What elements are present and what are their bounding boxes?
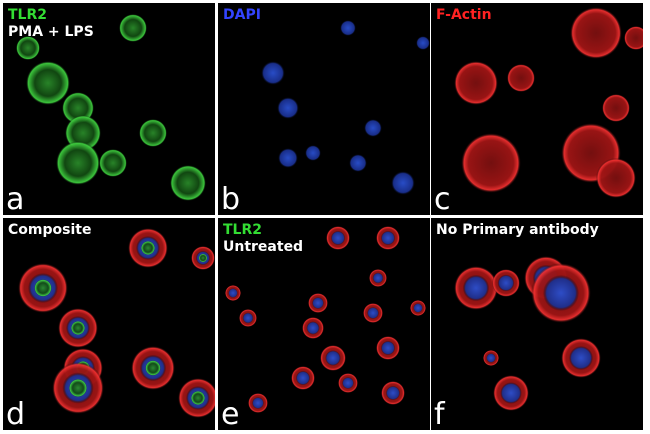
cell xyxy=(191,391,205,405)
cell xyxy=(68,378,88,398)
panel-label: Untreated xyxy=(223,239,303,255)
cell xyxy=(26,61,70,105)
cell xyxy=(372,272,384,284)
cell xyxy=(145,360,161,376)
cell xyxy=(380,340,396,356)
cell xyxy=(99,149,127,177)
cell xyxy=(624,26,643,50)
panel: DAPI b xyxy=(218,3,430,217)
panel-label: Composite xyxy=(8,222,91,238)
cell xyxy=(170,165,206,201)
panel-label: F-Actin xyxy=(436,7,492,23)
cell xyxy=(306,321,320,335)
cell xyxy=(228,288,238,298)
cell xyxy=(486,353,496,363)
cell xyxy=(312,297,324,309)
cell xyxy=(277,97,299,119)
cell xyxy=(305,145,321,161)
cell xyxy=(141,241,155,255)
cell xyxy=(569,346,593,370)
cell xyxy=(461,133,521,193)
cell xyxy=(71,321,85,335)
panel: F-Actin c xyxy=(431,3,643,217)
micrograph xyxy=(225,226,426,413)
cell xyxy=(295,370,311,386)
panel-letter: a xyxy=(6,182,24,217)
panel-label: TLR2 xyxy=(8,7,47,23)
cell xyxy=(454,61,498,105)
cell xyxy=(198,253,208,263)
cell xyxy=(16,36,40,60)
cell xyxy=(242,312,254,324)
cell xyxy=(413,303,423,313)
panel-label: PMA + LPS xyxy=(8,24,94,40)
cell xyxy=(367,307,379,319)
cell xyxy=(416,36,430,50)
cell xyxy=(596,158,636,198)
cell xyxy=(252,397,264,409)
cell xyxy=(325,350,341,366)
panel-label: No Primary antibody xyxy=(436,222,599,238)
panel-label: TLR2 xyxy=(223,222,262,238)
cell xyxy=(349,154,367,172)
cell xyxy=(340,20,356,36)
cell xyxy=(261,61,285,85)
cell xyxy=(385,385,401,401)
cell xyxy=(462,274,490,302)
micrograph xyxy=(16,14,206,201)
panel: Composite d xyxy=(3,218,215,432)
cell xyxy=(380,230,396,246)
cell xyxy=(507,64,535,92)
panel-letter: f xyxy=(434,397,446,432)
micrograph xyxy=(454,7,643,198)
micrograph xyxy=(454,256,601,411)
cell xyxy=(278,148,298,168)
cell xyxy=(602,94,630,122)
panel-letter: b xyxy=(221,182,240,217)
panel-letter: e xyxy=(221,397,239,432)
cell xyxy=(391,171,415,195)
cell xyxy=(500,382,522,404)
cell xyxy=(497,274,515,292)
cell xyxy=(119,14,147,42)
cell xyxy=(139,119,167,147)
micrograph xyxy=(261,20,430,195)
cell xyxy=(330,230,346,246)
cell xyxy=(342,377,354,389)
panel: No Primary antibody f xyxy=(431,218,643,432)
cell xyxy=(364,119,382,137)
panel-background xyxy=(431,218,643,430)
panel-label: DAPI xyxy=(223,7,261,23)
panel-letter: c xyxy=(434,182,451,217)
cell xyxy=(56,141,100,185)
panel-letter: d xyxy=(6,397,25,432)
cell xyxy=(570,7,622,59)
cell xyxy=(543,275,579,311)
micrograph xyxy=(18,228,215,418)
cell xyxy=(34,279,52,297)
